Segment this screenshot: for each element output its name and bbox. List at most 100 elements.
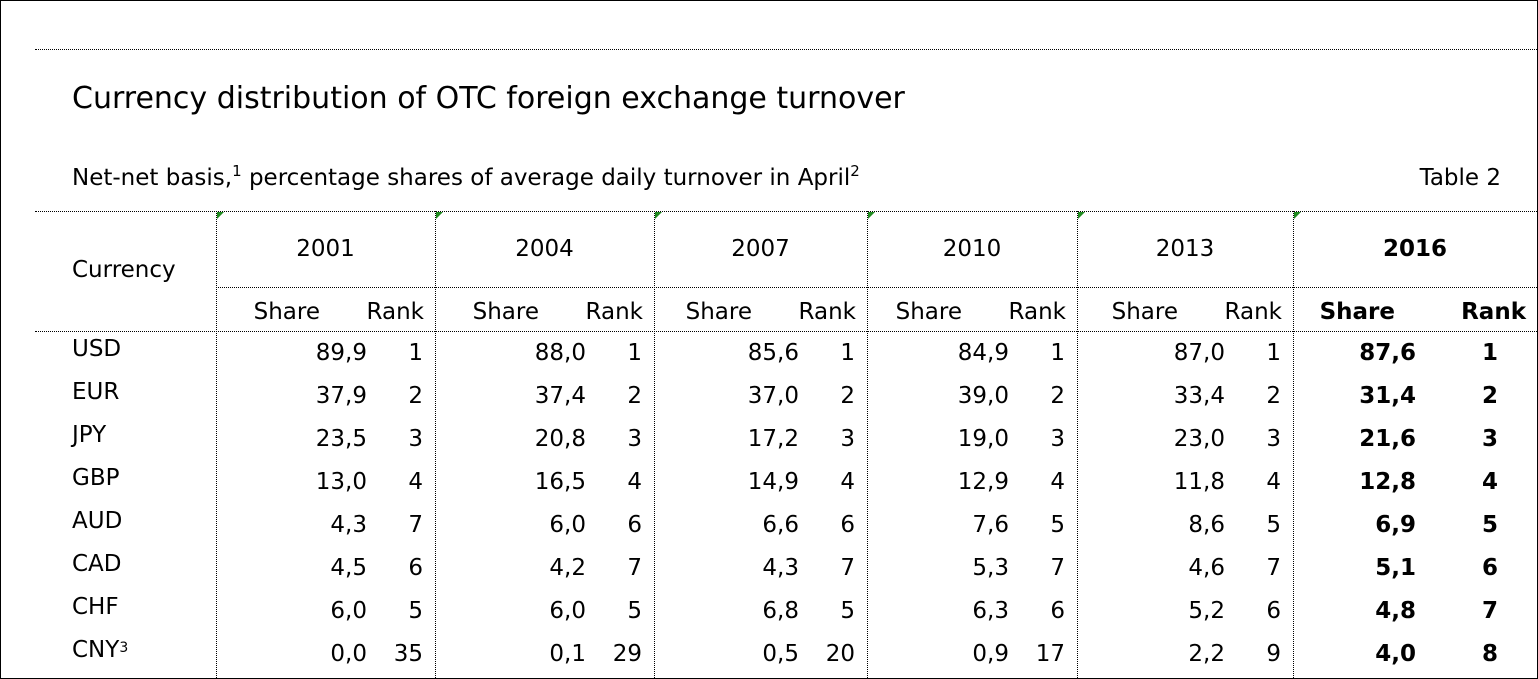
share-value: 20,8 bbox=[534, 426, 586, 452]
cell-comment-marker bbox=[868, 212, 875, 219]
currency-column-header: Currency bbox=[72, 257, 176, 283]
rank-value: 1 bbox=[1050, 340, 1065, 366]
rank-value: 7 bbox=[1266, 555, 1281, 581]
table-number-label: Table 2 bbox=[1419, 165, 1501, 191]
share-value: 84,9 bbox=[957, 340, 1009, 366]
column-divider bbox=[435, 211, 436, 678]
rank-value: 4 bbox=[1481, 469, 1498, 495]
rank-value: 3 bbox=[1481, 426, 1498, 452]
share-value: 4,5 bbox=[330, 555, 367, 581]
share-value: 4,8 bbox=[1375, 598, 1416, 624]
share-header: Share bbox=[685, 299, 752, 325]
currency-code: AUD bbox=[72, 508, 123, 534]
table-subtitle: Net-net basis,1 percentage shares of ave… bbox=[72, 162, 860, 191]
share-value: 7,6 bbox=[972, 512, 1009, 538]
rank-header: Rank bbox=[1224, 299, 1282, 325]
rank-value: 5 bbox=[1481, 512, 1498, 538]
footnote-2: 2 bbox=[850, 162, 860, 180]
subtitle-text-2: percentage shares of average daily turno… bbox=[241, 165, 851, 191]
rank-value: 1 bbox=[840, 340, 855, 366]
currency-label-cny: CNY3 bbox=[72, 636, 128, 664]
rank-value: 5 bbox=[840, 598, 855, 624]
rank-value: 6 bbox=[627, 512, 642, 538]
rank-value: 7 bbox=[1050, 555, 1065, 581]
share-value: 14,9 bbox=[747, 469, 799, 495]
share-value: 37,0 bbox=[747, 383, 799, 409]
share-value: 87,6 bbox=[1359, 340, 1416, 366]
rank-header: Rank bbox=[798, 299, 856, 325]
share-header: Share bbox=[253, 299, 320, 325]
rank-value: 6 bbox=[1050, 598, 1065, 624]
share-value: 21,6 bbox=[1359, 426, 1416, 452]
share-value: 85,6 bbox=[747, 340, 799, 366]
year-header-2016: 2016 bbox=[1382, 236, 1447, 262]
rank-value: 7 bbox=[1481, 598, 1498, 624]
rank-value: 20 bbox=[825, 641, 855, 667]
share-value: 0,1 bbox=[549, 641, 586, 667]
currency-code: CHF bbox=[72, 594, 119, 620]
header-rule bbox=[35, 211, 1537, 212]
rank-value: 6 bbox=[1266, 598, 1281, 624]
cell-comment-marker bbox=[1078, 212, 1085, 219]
rank-value: 7 bbox=[840, 555, 855, 581]
share-value: 6,6 bbox=[762, 512, 799, 538]
rank-value: 35 bbox=[393, 641, 423, 667]
rank-value: 1 bbox=[1481, 340, 1498, 366]
currency-label-cad: CAD bbox=[72, 550, 122, 578]
share-value: 87,0 bbox=[1173, 340, 1225, 366]
rank-value: 6 bbox=[1481, 555, 1498, 581]
share-value: 37,4 bbox=[534, 383, 586, 409]
column-divider bbox=[867, 211, 868, 678]
rank-header: Rank bbox=[366, 299, 424, 325]
cell-comment-marker bbox=[217, 212, 224, 219]
rank-value: 3 bbox=[627, 426, 642, 452]
currency-label-aud: AUD bbox=[72, 507, 122, 535]
currency-footnote: 3 bbox=[119, 640, 129, 656]
currency-label-chf: CHF bbox=[72, 593, 119, 621]
subtitle-text: Net-net basis, bbox=[72, 165, 233, 191]
currency-label-usd: USD bbox=[72, 335, 121, 363]
rank-value: 6 bbox=[840, 512, 855, 538]
year-header-2013: 2013 bbox=[1155, 236, 1215, 262]
rank-value: 8 bbox=[1481, 641, 1498, 667]
share-value: 6,0 bbox=[330, 598, 367, 624]
rank-value: 2 bbox=[408, 383, 423, 409]
rank-value: 29 bbox=[612, 641, 642, 667]
column-divider bbox=[1077, 211, 1078, 678]
share-value: 4,3 bbox=[762, 555, 799, 581]
currency-code: JPY bbox=[72, 422, 107, 448]
rank-value: 5 bbox=[408, 598, 423, 624]
share-value: 19,0 bbox=[957, 426, 1009, 452]
rank-value: 4 bbox=[627, 469, 642, 495]
share-value: 23,5 bbox=[315, 426, 367, 452]
rank-value: 7 bbox=[627, 555, 642, 581]
rank-header: Rank bbox=[1008, 299, 1066, 325]
currency-label-gbp: GBP bbox=[72, 464, 119, 492]
share-value: 0,9 bbox=[972, 641, 1009, 667]
rank-value: 2 bbox=[1481, 383, 1498, 409]
rank-value: 3 bbox=[840, 426, 855, 452]
share-header: Share bbox=[1319, 299, 1395, 325]
share-value: 8,6 bbox=[1188, 512, 1225, 538]
share-value: 6,8 bbox=[762, 598, 799, 624]
rank-value: 1 bbox=[627, 340, 642, 366]
share-value: 4,0 bbox=[1375, 641, 1416, 667]
rank-value: 4 bbox=[840, 469, 855, 495]
rank-value: 4 bbox=[1050, 469, 1065, 495]
table-title: Currency distribution of OTC foreign exc… bbox=[72, 81, 905, 116]
cell-comment-marker bbox=[1294, 212, 1301, 219]
share-value: 6,3 bbox=[972, 598, 1009, 624]
rank-value: 5 bbox=[1266, 512, 1281, 538]
currency-label-jpy: JPY bbox=[72, 421, 106, 449]
year-header-2010: 2010 bbox=[942, 236, 1002, 262]
rank-value: 4 bbox=[1266, 469, 1281, 495]
rank-value: 6 bbox=[408, 555, 423, 581]
currency-code: EUR bbox=[72, 379, 120, 405]
share-value: 39,0 bbox=[957, 383, 1009, 409]
currency-code: CAD bbox=[72, 551, 122, 577]
cell-comment-marker bbox=[436, 212, 443, 219]
share-value: 0,5 bbox=[762, 641, 799, 667]
footnote-1: 1 bbox=[232, 162, 242, 180]
share-value: 11,8 bbox=[1173, 469, 1225, 495]
